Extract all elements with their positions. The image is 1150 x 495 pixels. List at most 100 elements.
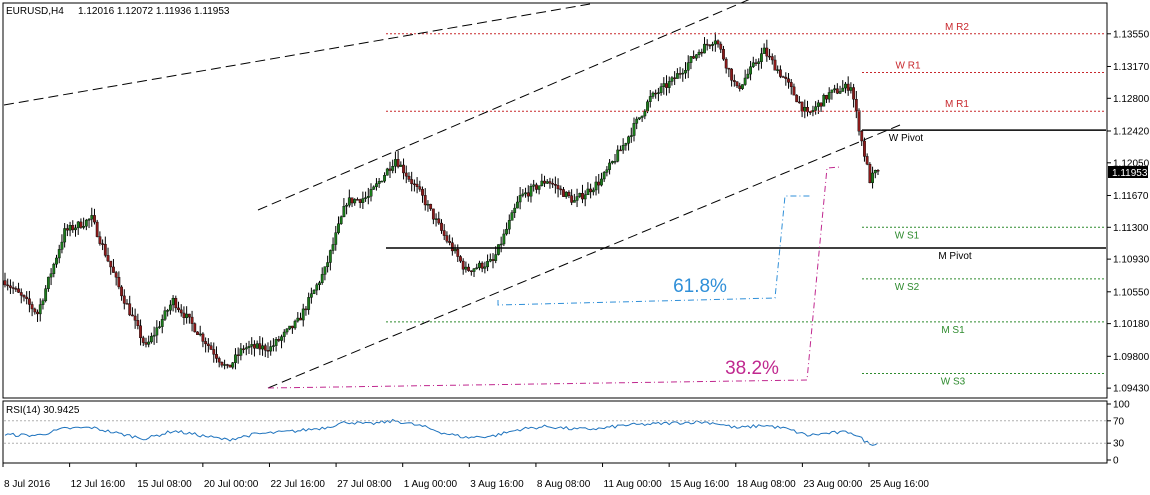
- candle-body: [429, 203, 433, 210]
- candle-body: [529, 186, 533, 197]
- candle-body: [155, 327, 159, 336]
- candle-body: [52, 263, 56, 274]
- candle-body: [781, 76, 785, 78]
- rsi-panel[interactable]: [2, 400, 1108, 464]
- candle-body: [263, 345, 267, 351]
- time-tick-label: 1 Aug 00:00: [404, 479, 458, 490]
- candle-body: [556, 185, 560, 190]
- candle-body: [792, 86, 796, 96]
- candle-body: [234, 354, 237, 363]
- candle-body: [98, 236, 102, 244]
- candle-body: [537, 185, 541, 190]
- candle-body: [621, 145, 625, 151]
- candle-body: [613, 161, 617, 163]
- candle-body: [589, 188, 593, 193]
- candle-body: [90, 215, 94, 220]
- fib-382-label: 38.2%: [725, 358, 779, 379]
- pivot-label: W S2: [895, 282, 920, 293]
- candle-body: [814, 106, 818, 111]
- candle-body: [689, 56, 693, 63]
- candle-body: [678, 73, 682, 75]
- candle-body: [521, 193, 525, 196]
- candle-body: [632, 123, 636, 136]
- channel-upper-line[interactable]: [3, 3, 591, 106]
- fib-382-line[interactable]: [267, 166, 841, 389]
- candle-body: [415, 183, 419, 187]
- candle-body: [174, 297, 178, 309]
- candle-body: [198, 333, 202, 336]
- candle-body: [651, 92, 655, 97]
- candle-body: [418, 186, 422, 190]
- rsi-tick-label: 70: [1113, 416, 1125, 427]
- candle-body: [716, 40, 720, 45]
- candle-body: [442, 230, 446, 236]
- candle-body: [282, 331, 286, 337]
- candle-body: [518, 195, 522, 203]
- candle-body: [380, 180, 384, 183]
- candle-body: [456, 249, 460, 257]
- candle-body: [68, 225, 72, 231]
- candle-body: [627, 136, 630, 144]
- candle-body: [572, 200, 576, 203]
- candle-body: [182, 312, 186, 319]
- price-panel[interactable]: [2, 2, 1108, 399]
- candle-body: [711, 43, 715, 46]
- time-tick-label: 8 Jul 2016: [4, 479, 51, 490]
- candle-body: [619, 149, 622, 152]
- candle-body: [694, 54, 698, 59]
- candle-body: [830, 89, 834, 93]
- candle-body: [570, 195, 574, 203]
- candle-body: [421, 189, 424, 196]
- channel-lower-line[interactable]: [267, 124, 901, 389]
- candle-body: [708, 44, 712, 47]
- candle-body: [502, 233, 506, 245]
- candle-body: [640, 115, 644, 118]
- candle-body: [787, 78, 790, 83]
- candle-body: [499, 243, 503, 246]
- candle-body: [751, 62, 755, 67]
- candle-body: [732, 80, 736, 82]
- candle-body: [673, 77, 677, 79]
- candle-body: [375, 183, 378, 188]
- candle-body: [342, 206, 346, 218]
- candle-body: [526, 192, 530, 197]
- candle-body: [700, 51, 704, 54]
- candle-body: [399, 164, 403, 167]
- candle-body: [494, 254, 498, 261]
- candle-body: [478, 262, 481, 268]
- candle-body: [860, 130, 864, 142]
- fib-618-line[interactable]: [497, 195, 812, 306]
- candle-body: [185, 313, 189, 319]
- candle-body: [204, 341, 208, 345]
- price-tick-label: 1.09430: [1113, 384, 1150, 395]
- channel-middle-line[interactable]: [257, 0, 755, 211]
- candle-body: [551, 183, 555, 185]
- time-tick-label: 11 Aug 00:00: [604, 479, 663, 490]
- candle-body: [385, 168, 389, 176]
- candle-body: [361, 198, 365, 203]
- candle-body: [318, 282, 321, 286]
- candle-body: [491, 259, 495, 261]
- candle-body: [543, 180, 546, 184]
- candle-body: [168, 304, 172, 311]
- candle-body: [407, 175, 411, 180]
- candle-body: [103, 243, 107, 256]
- time-tick-label: 23 Aug 00:00: [803, 479, 862, 490]
- candle-body: [253, 344, 256, 349]
- candle-body: [79, 221, 83, 228]
- candle-body: [437, 218, 441, 224]
- candle-body: [448, 240, 452, 243]
- candle-body: [770, 56, 774, 61]
- fibonacci-tools: 61.8% 38.2%: [267, 166, 841, 389]
- candle-body: [201, 333, 205, 342]
- candle-body: [141, 337, 145, 343]
- candle-body: [217, 358, 221, 363]
- candle-body: [863, 140, 866, 157]
- candle-body: [505, 228, 508, 235]
- candle-body: [722, 49, 725, 60]
- candle-body: [827, 92, 831, 100]
- time-tick-label: 3 Aug 16:00: [470, 479, 524, 490]
- candle-body: [312, 289, 316, 294]
- candle-body: [784, 76, 788, 79]
